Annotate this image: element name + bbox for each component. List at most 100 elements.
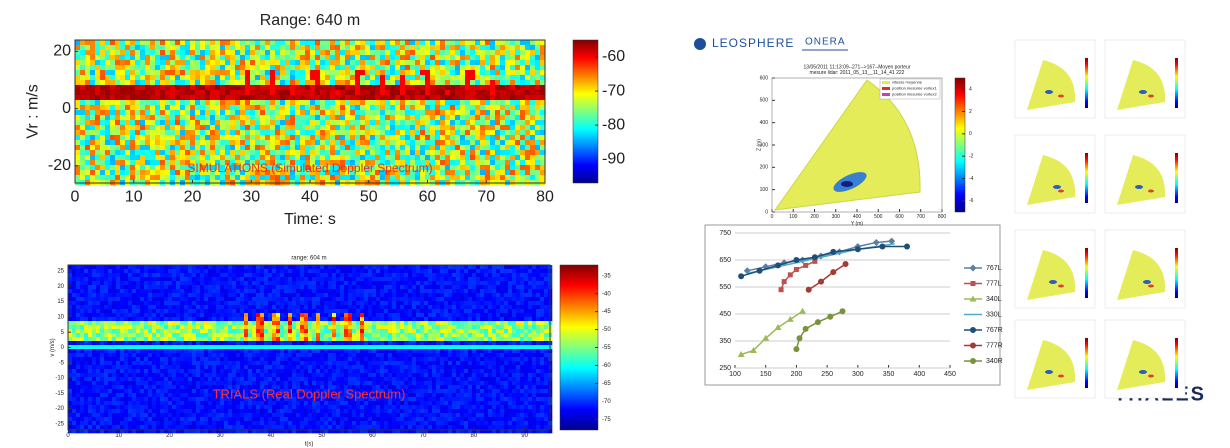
spectrum-cell xyxy=(84,373,88,377)
spectrum-cell xyxy=(264,361,268,365)
spectrum-cell xyxy=(235,110,240,115)
spectrum-cell xyxy=(232,369,236,373)
spectrum-cell xyxy=(290,105,295,110)
spectrum-cell xyxy=(320,105,325,110)
spectrum-cell xyxy=(144,341,148,345)
spectrum-cell xyxy=(124,289,128,293)
spectrum-cell xyxy=(115,120,120,125)
spectrum-cell xyxy=(455,55,460,60)
spectrum-cell xyxy=(160,135,165,140)
spectrum-cell xyxy=(475,155,480,160)
spectrum-cell xyxy=(80,160,85,165)
spectrum-cell xyxy=(220,345,224,349)
spectrum-cell xyxy=(232,381,236,385)
spectrum-cell xyxy=(390,50,395,55)
spectrum-cell xyxy=(188,301,192,305)
spectrum-cell xyxy=(216,405,220,409)
spectrum-cell xyxy=(490,85,495,90)
spectrum-cell xyxy=(172,349,176,353)
spectrum-cell xyxy=(135,175,140,180)
spectrum-cell xyxy=(370,155,375,160)
spectrum-cell xyxy=(100,265,104,269)
spectrum-cell xyxy=(175,45,180,50)
spectrum-cell xyxy=(470,50,475,55)
spectrum-cell xyxy=(305,65,310,70)
spectrum-cell xyxy=(212,425,216,429)
spectrum-cell xyxy=(280,80,285,85)
spectrum-cell xyxy=(116,333,120,337)
spectrum-cell xyxy=(248,305,252,309)
logo-leosphere: LEOSPHERE xyxy=(712,36,794,50)
spectrum-cell xyxy=(75,160,80,165)
spectrum-cell xyxy=(505,80,510,85)
spectrum-cell xyxy=(425,145,430,150)
spectrum-cell xyxy=(470,70,475,75)
spectrum-cell xyxy=(270,175,275,180)
spectrum-cell xyxy=(335,95,340,100)
spectrum-cell xyxy=(116,269,120,273)
spectrum-cell xyxy=(200,277,204,281)
spectrum-cell xyxy=(395,140,400,145)
spectrum-cell xyxy=(236,373,240,377)
spectrum-cell xyxy=(510,85,515,90)
spectrum-cell xyxy=(350,150,355,155)
spectrum-cell xyxy=(248,273,252,277)
spectrum-cell xyxy=(92,381,96,385)
spectrum-cell xyxy=(252,365,256,369)
spectrum-cell xyxy=(112,269,116,273)
spectrum-cell xyxy=(224,301,228,305)
spectrum-cell xyxy=(240,373,244,377)
spectrum-cell xyxy=(315,65,320,70)
spectrum-cell xyxy=(395,125,400,130)
spectrum-cell xyxy=(108,341,112,345)
spectrum-cell xyxy=(160,150,165,155)
spectrum-cell xyxy=(395,150,400,155)
spectrum-cell xyxy=(515,145,520,150)
spectrum-cell xyxy=(152,421,156,425)
spectrum-cell xyxy=(260,75,265,80)
spectrum-cell xyxy=(192,313,196,317)
spectrum-cell xyxy=(240,345,244,349)
spectrum-cell xyxy=(525,90,530,95)
spectrum-cell xyxy=(480,160,485,165)
spectrum-cell xyxy=(112,425,116,429)
spectrum-cell xyxy=(120,80,125,85)
spectrum-cell xyxy=(470,55,475,60)
spectrum-cell xyxy=(110,100,115,105)
spectrum-cell xyxy=(148,277,152,281)
spectrum-cell xyxy=(515,100,520,105)
spectrum-cell xyxy=(270,155,275,160)
spectrum-cell xyxy=(240,115,245,120)
spectrum-cell xyxy=(144,365,148,369)
spectrum-cell xyxy=(224,377,228,381)
spectrum-cell xyxy=(410,70,415,75)
spectrum-cell xyxy=(415,135,420,140)
spectrum-cell xyxy=(485,115,490,120)
spectrum-cell xyxy=(355,90,360,95)
spectrum-cell xyxy=(445,40,450,45)
spectrum-cell xyxy=(490,160,495,165)
spectrum-cell xyxy=(252,297,256,301)
spectrum-cell xyxy=(152,361,156,365)
spectrum-cell xyxy=(144,353,148,357)
spectrum-cell xyxy=(132,325,136,329)
spectrum-cell xyxy=(92,293,96,297)
spectrum-cell xyxy=(325,135,330,140)
spectrum-cell xyxy=(290,55,295,60)
spectrum-cell xyxy=(535,130,540,135)
spectrum-cell xyxy=(290,60,295,65)
spectrum-cell xyxy=(84,285,88,289)
spectrum-cell xyxy=(415,130,420,135)
spectrum-cell xyxy=(128,321,132,325)
spectrum-cell xyxy=(96,405,100,409)
spectrum-cell xyxy=(160,281,164,285)
spectrum-cell xyxy=(315,55,320,60)
spectrum-cell xyxy=(455,95,460,100)
spectrum-cell xyxy=(465,60,470,65)
spectrum-cell xyxy=(76,353,80,357)
spectrum-cell xyxy=(92,397,96,401)
spectrum-cell xyxy=(320,70,325,75)
spectrum-cell xyxy=(415,110,420,115)
spectrum-cell xyxy=(132,281,136,285)
spectrum-cell xyxy=(415,125,420,130)
